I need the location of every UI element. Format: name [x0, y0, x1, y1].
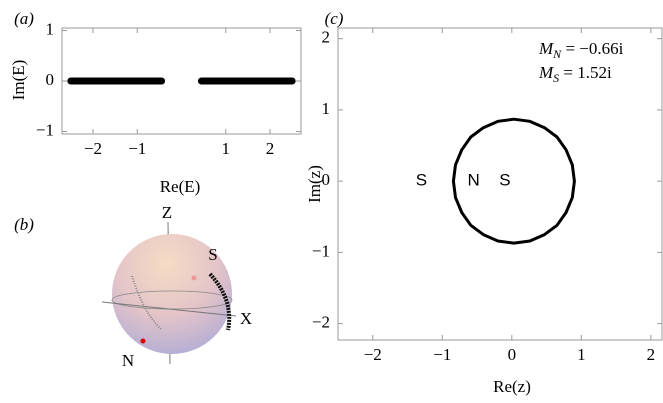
x-tick-label: −2	[84, 139, 102, 158]
x-tick-label: −1	[433, 345, 451, 364]
annotation-subscript: S	[553, 71, 559, 85]
point-label: N	[122, 351, 134, 370]
trajectory	[131, 275, 163, 331]
plot-frame	[337, 27, 663, 341]
y-tick-label: 2	[322, 28, 331, 47]
x-tick-label: −2	[364, 345, 382, 364]
point-n	[140, 338, 146, 344]
y-tick-label: 1	[46, 19, 55, 38]
y-axis-label: Im(E)	[9, 60, 28, 101]
annotation: MN = −0.66i	[538, 39, 624, 61]
annotation-subscript: N	[552, 47, 562, 61]
y-tick-label: −1	[36, 120, 54, 139]
x-axis-label: Re(z)	[493, 377, 531, 396]
y-tick-label: −1	[312, 241, 330, 260]
panel-label: (a)	[14, 9, 34, 28]
point-label: S	[499, 171, 510, 190]
x-tick-label: 0	[508, 345, 517, 364]
trajectory	[208, 272, 232, 331]
y-tick-label: −2	[312, 313, 330, 332]
annotation-text: = −0.66i	[561, 39, 623, 58]
panel-label: (c)	[325, 9, 344, 28]
point-label: S	[416, 171, 427, 190]
y-tick-label: 1	[322, 99, 331, 118]
annotation-text: = 1.52i	[559, 63, 612, 82]
x-axis	[101, 301, 237, 317]
annotation-symbol: M	[538, 63, 554, 82]
y-tick-label: 0	[46, 70, 55, 89]
annotation-symbol: M	[538, 39, 554, 58]
point-label: N	[467, 171, 479, 190]
point-s	[191, 275, 197, 281]
y-tick-label: 0	[322, 170, 331, 189]
axis-label: Z	[162, 203, 172, 222]
panel-label: (b)	[14, 215, 34, 234]
x-tick-label: 1	[222, 139, 231, 158]
sphere	[112, 234, 232, 354]
annotation: MS = 1.52i	[538, 63, 612, 85]
x-tick-label: −1	[128, 139, 146, 158]
axis-label: X	[240, 309, 252, 328]
x-tick-label: 2	[647, 345, 656, 364]
y-axis-label: Im(z)	[305, 165, 324, 203]
x-tick-label: 1	[577, 345, 586, 364]
data-line	[451, 117, 576, 245]
x-tick-label: 2	[266, 139, 275, 158]
x-axis-label: Re(E)	[160, 177, 201, 196]
point-label: S	[208, 245, 217, 264]
